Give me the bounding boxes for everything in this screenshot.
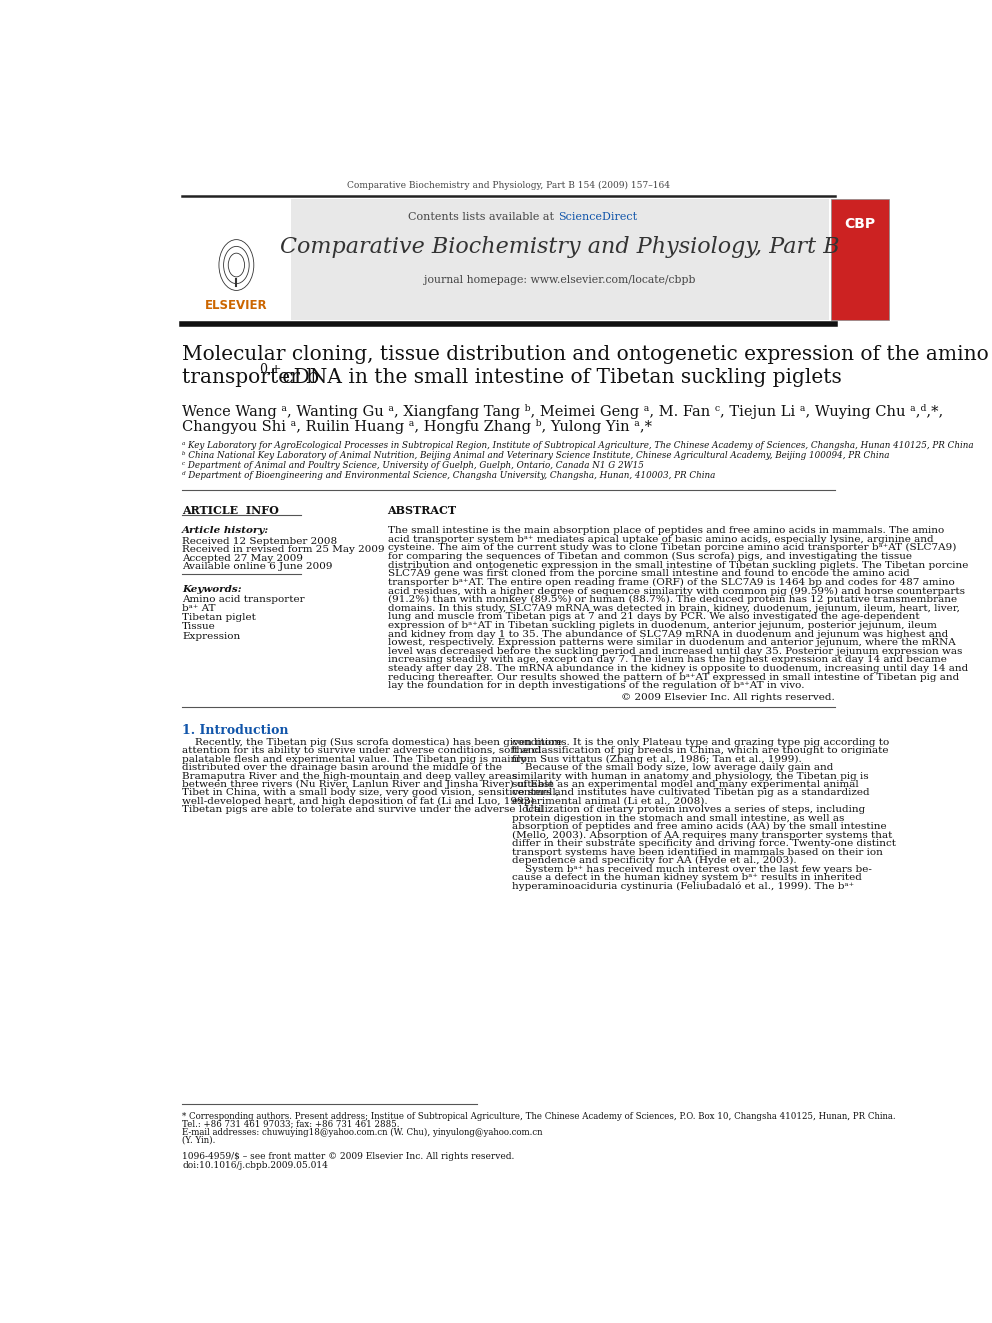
Text: Molecular cloning, tissue distribution and ontogenetic expression of the amino a: Molecular cloning, tissue distribution a… (183, 345, 992, 364)
Text: hyperaminoaciduria cystinuria (Feliubadaló et al., 1999). The bᵃ⁺: hyperaminoaciduria cystinuria (Feliubada… (512, 881, 854, 892)
Text: 0,+: 0,+ (260, 363, 282, 376)
Text: dependence and specificity for AA (Hyde et al., 2003).: dependence and specificity for AA (Hyde … (512, 856, 797, 865)
Text: Utilization of dietary protein involves a series of steps, including: Utilization of dietary protein involves … (512, 806, 865, 815)
Text: acid residues, with a higher degree of sequence similarity with common pig (99.5: acid residues, with a higher degree of s… (388, 586, 964, 595)
Text: reducing thereafter. Our results showed the pattern of bᵃ⁺AT expressed in small : reducing thereafter. Our results showed … (388, 672, 958, 681)
Text: ᵇ China National Key Laboratory of Animal Nutrition, Beijing Animal and Veterina: ᵇ China National Key Laboratory of Anima… (183, 451, 890, 459)
Text: acid transporter system bᵃ⁺ mediates apical uptake of basic amino acids, especia: acid transporter system bᵃ⁺ mediates api… (388, 534, 933, 544)
Text: absorption of peptides and free amino acids (AA) by the small intestine: absorption of peptides and free amino ac… (512, 823, 886, 831)
Text: steady after day 28. The mRNA abundance in the kidney is opposite to duodenum, i: steady after day 28. The mRNA abundance … (388, 664, 968, 673)
Text: bᵃ⁺ AT: bᵃ⁺ AT (183, 603, 215, 613)
Text: Keywords:: Keywords: (183, 585, 242, 594)
Text: well-developed heart, and high deposition of fat (Li and Luo, 1993).: well-developed heart, and high depositio… (183, 796, 538, 806)
Text: distributed over the drainage basin around the middle of the: distributed over the drainage basin arou… (183, 763, 502, 773)
Text: Contents lists available at: Contents lists available at (409, 212, 558, 222)
Text: lung and muscle from Tibetan pigs at 7 and 21 days by PCR. We also investigated : lung and muscle from Tibetan pigs at 7 a… (388, 613, 920, 622)
Text: increasing steadily with age, except on day 7. The ileum has the highest express: increasing steadily with age, except on … (388, 655, 946, 664)
Text: expression of bᵃ⁺AT in Tibetan suckling piglets in duodenum, anterior jejunum, p: expression of bᵃ⁺AT in Tibetan suckling … (388, 620, 936, 630)
Text: ᶜ Department of Animal and Poultry Science, University of Guelph, Guelph, Ontari: ᶜ Department of Animal and Poultry Scien… (183, 460, 644, 470)
Text: similarity with human in anatomy and physiology, the Tibetan pig is: similarity with human in anatomy and phy… (512, 771, 868, 781)
Text: doi:10.1016/j.cbpb.2009.05.014: doi:10.1016/j.cbpb.2009.05.014 (183, 1162, 328, 1171)
Text: Received 12 September 2008: Received 12 September 2008 (183, 537, 337, 546)
Text: The small intestine is the main absorption place of peptides and free amino acid: The small intestine is the main absorpti… (388, 527, 943, 534)
Text: Bramaputra River and the high-mountain and deep valley areas: Bramaputra River and the high-mountain a… (183, 771, 518, 781)
Text: the classification of pig breeds in China, which are thought to originate: the classification of pig breeds in Chin… (512, 746, 888, 755)
Text: ScienceDirect: ScienceDirect (558, 212, 637, 222)
Text: cause a defect in the human kidney system bᵃ⁺ results in inherited: cause a defect in the human kidney syste… (512, 873, 861, 882)
Text: palatable flesh and experimental value. The Tibetan pig is mainly: palatable flesh and experimental value. … (183, 754, 527, 763)
Text: lowest, respectively. Expression patterns were similar in duodenum and anterior : lowest, respectively. Expression pattern… (388, 638, 955, 647)
Text: journal homepage: www.elsevier.com/locate/cbpb: journal homepage: www.elsevier.com/locat… (424, 275, 695, 286)
Text: SLC7A9 gene was first cloned from the porcine small intestine and found to encod: SLC7A9 gene was first cloned from the po… (388, 569, 910, 578)
Text: © 2009 Elsevier Inc. All rights reserved.: © 2009 Elsevier Inc. All rights reserved… (621, 693, 834, 703)
Text: Tibetan piglet: Tibetan piglet (183, 613, 256, 622)
Bar (183, 198, 291, 320)
Text: Accepted 27 May 2009: Accepted 27 May 2009 (183, 554, 304, 562)
Text: Tel.: +86 731 461 97033; fax: +86 731 461 2885.: Tel.: +86 731 461 97033; fax: +86 731 46… (183, 1119, 400, 1129)
Text: Recently, the Tibetan pig (Sus scrofa domestica) has been given more: Recently, the Tibetan pig (Sus scrofa do… (183, 738, 562, 746)
Text: conditions. It is the only Plateau type and grazing type pig according to: conditions. It is the only Plateau type … (512, 738, 889, 746)
Text: transporter b: transporter b (183, 368, 319, 388)
Text: E-mail addresses: chuwuying18@yahoo.com.cn (W. Chu), yinyulong@yahoo.com.cn: E-mail addresses: chuwuying18@yahoo.com.… (183, 1127, 543, 1136)
Text: Tissue: Tissue (183, 622, 216, 631)
Bar (831, 198, 889, 320)
Text: Wence Wang ᵃ, Wanting Gu ᵃ, Xiangfang Tang ᵇ, Meimei Geng ᵃ, M. Fan ᶜ, Tiejun Li: Wence Wang ᵃ, Wanting Gu ᵃ, Xiangfang Ta… (183, 404, 943, 418)
Text: centers and institutes have cultivated Tibetan pig as a standardized: centers and institutes have cultivated T… (512, 789, 869, 798)
Text: level was decreased before the suckling period and increased until day 35. Poste: level was decreased before the suckling … (388, 647, 962, 656)
Bar (291, 198, 829, 320)
Text: cDNA in the small intestine of Tibetan suckling piglets: cDNA in the small intestine of Tibetan s… (276, 368, 841, 388)
Text: attention for its ability to survive under adverse conditions, soft and: attention for its ability to survive und… (183, 746, 542, 755)
Text: CBP: CBP (844, 217, 876, 232)
Text: lay the foundation for in depth investigations of the regulation of bᵃ⁺AT in viv: lay the foundation for in depth investig… (388, 681, 804, 691)
Text: ELSEVIER: ELSEVIER (205, 299, 268, 311)
Text: transport systems have been identified in mammals based on their ion: transport systems have been identified i… (512, 848, 882, 857)
Text: (Y. Yin).: (Y. Yin). (183, 1135, 215, 1144)
Text: Amino acid transporter: Amino acid transporter (183, 594, 305, 603)
Text: domains. In this study, SLC7A9 mRNA was detected in brain, kidney, duodenum, jej: domains. In this study, SLC7A9 mRNA was … (388, 603, 959, 613)
Text: ABSTRACT: ABSTRACT (388, 505, 456, 516)
Text: ᵃ Key Laboratory for AgroEcological Processes in Subtropical Region, Institute o: ᵃ Key Laboratory for AgroEcological Proc… (183, 441, 974, 450)
Text: between three rivers (Nu River, Lanlun River and Jinsha River) of East: between three rivers (Nu River, Lanlun R… (183, 781, 554, 789)
Text: Comparative Biochemistry and Physiology, Part B 154 (2009) 157–164: Comparative Biochemistry and Physiology,… (347, 181, 670, 191)
Text: Tibetan pigs are able to tolerate and survive under the adverse local: Tibetan pigs are able to tolerate and su… (183, 806, 544, 815)
Text: (Mello, 2003). Absorption of AA requires many transporter systems that: (Mello, 2003). Absorption of AA requires… (512, 831, 892, 840)
Text: cysteine. The aim of the current study was to clone Tibetan porcine amino acid t: cysteine. The aim of the current study w… (388, 544, 956, 553)
Text: protein digestion in the stomach and small intestine, as well as: protein digestion in the stomach and sma… (512, 814, 844, 823)
Text: Tibet in China, with a small body size, very good vision, sensitive smell,: Tibet in China, with a small body size, … (183, 789, 559, 798)
Text: experimental animal (Li et al., 2008).: experimental animal (Li et al., 2008). (512, 796, 707, 806)
Text: from Sus vittatus (Zhang et al., 1986; Tan et al., 1999).: from Sus vittatus (Zhang et al., 1986; T… (512, 754, 802, 763)
Text: and kidney from day 1 to 35. The abundance of SLC7A9 mRNA in duodenum and jejunu: and kidney from day 1 to 35. The abundan… (388, 630, 947, 639)
Text: ARTICLE  INFO: ARTICLE INFO (183, 505, 279, 516)
Text: suitable as an experimental model and many experimental animal: suitable as an experimental model and ma… (512, 781, 858, 789)
Text: (91.2%) than with monkey (89.5%) or human (88.7%). The deduced protein has 12 pu: (91.2%) than with monkey (89.5%) or huma… (388, 595, 956, 605)
Text: differ in their substrate specificity and driving force. Twenty-one distinct: differ in their substrate specificity an… (512, 839, 896, 848)
Text: ᵈ Department of Bioengineering and Environmental Science, Changsha University, C: ᵈ Department of Bioengineering and Envir… (183, 471, 715, 480)
Text: 1. Introduction: 1. Introduction (183, 724, 289, 737)
Text: Comparative Biochemistry and Physiology, Part B: Comparative Biochemistry and Physiology,… (280, 237, 839, 258)
Text: System bᵃ⁺ has received much interest over the last few years be-: System bᵃ⁺ has received much interest ov… (512, 865, 871, 873)
Text: * Corresponding authors. Present address; Institue of Subtropical Agriculture, T: * Corresponding authors. Present address… (183, 1113, 896, 1121)
Text: for comparing the sequences of Tibetan and common (Sus scrofa) pigs, and investi: for comparing the sequences of Tibetan a… (388, 552, 912, 561)
Text: Received in revised form 25 May 2009: Received in revised form 25 May 2009 (183, 545, 385, 554)
Text: Article history:: Article history: (183, 527, 270, 534)
Text: Changyou Shi ᵃ, Ruilin Huang ᵃ, Hongfu Zhang ᵇ, Yulong Yin ᵃ,*: Changyou Shi ᵃ, Ruilin Huang ᵃ, Hongfu Z… (183, 419, 652, 434)
Text: 1096-4959/$ – see front matter © 2009 Elsevier Inc. All rights reserved.: 1096-4959/$ – see front matter © 2009 El… (183, 1152, 515, 1162)
Text: distribution and ontogenetic expression in the small intestine of Tibetan suckli: distribution and ontogenetic expression … (388, 561, 968, 569)
Text: transporter bᵃ⁺AT. The entire open reading frame (ORF) of the SLC7A9 is 1464 bp : transporter bᵃ⁺AT. The entire open readi… (388, 578, 954, 587)
Text: Because of the small body size, low average daily gain and: Because of the small body size, low aver… (512, 763, 833, 773)
Text: Available online 6 June 2009: Available online 6 June 2009 (183, 562, 332, 572)
Text: Expression: Expression (183, 631, 240, 640)
